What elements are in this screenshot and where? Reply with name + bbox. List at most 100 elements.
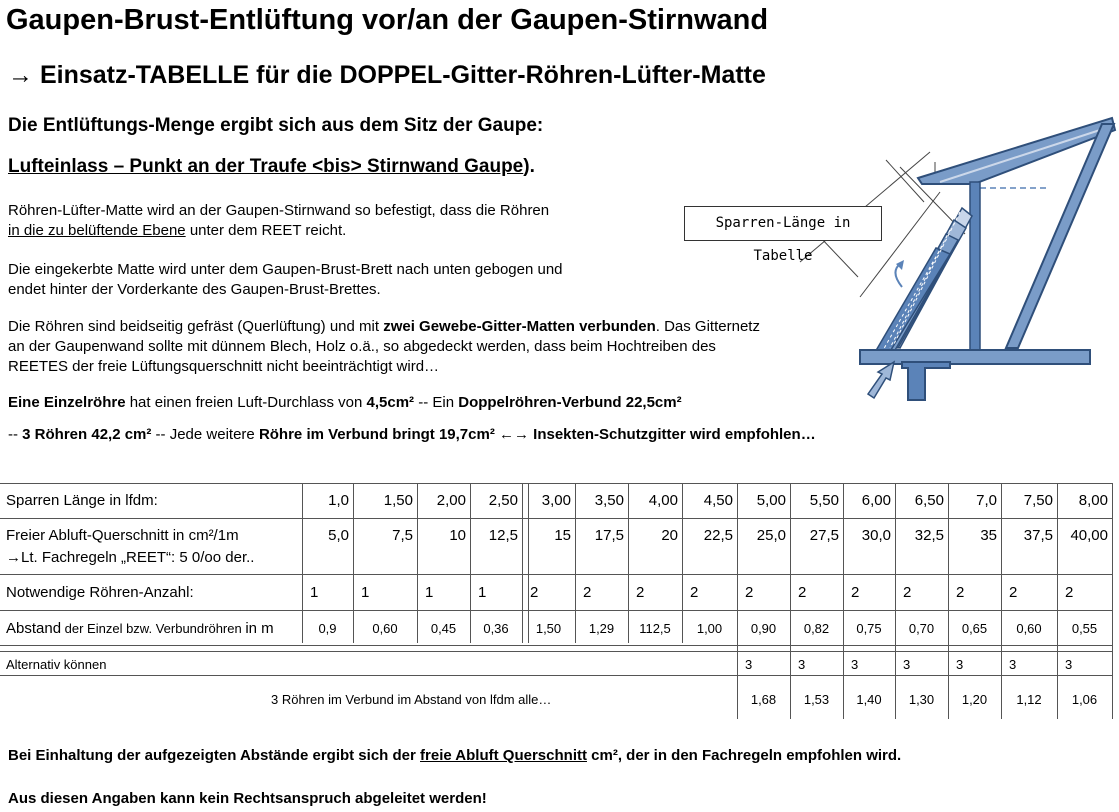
tube-count-cell: 1: [361, 584, 370, 601]
paragraph-5-c: -- Jede weitere: [151, 426, 259, 443]
cross-section-cell: 35: [980, 527, 997, 544]
tube-count-cell: 2: [530, 584, 539, 601]
three-tube-spacing-cell: 1,53: [803, 692, 830, 707]
air-inlet-heading-tail: ).: [523, 156, 535, 177]
extra-tube-value: Röhre im Verbund bringt 19,7cm²: [258, 426, 495, 443]
cross-section-cell: 20: [661, 527, 678, 544]
alternative-tube-cell: 3: [1009, 657, 1017, 672]
spacing-cell: 0,36: [483, 621, 509, 636]
tube-count-cell: 2: [851, 584, 860, 601]
paragraph-1-underlined: in die zu belüftende Ebene: [8, 222, 186, 239]
row-alternative-label: Alternativ können: [6, 657, 107, 672]
row-three-tube-spacing-label: 3 Röhren im Verbund im Abstand von lfdm …: [271, 692, 552, 707]
tube-count-cell: 2: [636, 584, 645, 601]
lower-board: [901, 361, 951, 401]
spacing-cell: 1,29: [588, 621, 615, 636]
cross-section-cell: 5,0: [328, 527, 349, 544]
tube-count-cell: 1: [478, 584, 487, 601]
tube-count-cell: 2: [1065, 584, 1074, 601]
row-spacing-label: Abstand der Einzel bzw. Verbundröhren in…: [6, 620, 274, 637]
alternative-tube-cell: 3: [851, 657, 859, 672]
tube-count-cell: 2: [903, 584, 912, 601]
rafter-length-cell: 6,50: [914, 492, 944, 509]
single-tube-value: 4,5cm²: [366, 394, 415, 411]
cross-section-cell: 37,5: [1023, 527, 1053, 544]
tube-count-cell: 2: [956, 584, 965, 601]
three-tube-value: 3 Röhren 42,2 cm²: [22, 426, 152, 443]
row-cross-section-label-1: Freier Abluft-Querschnitt in cm²/1m: [6, 527, 239, 544]
row-tube-count-label: Notwendige Röhren-Anzahl:: [6, 584, 194, 601]
cross-section-cell: 10: [449, 527, 466, 544]
cross-section-cell: 17,5: [594, 527, 624, 544]
paragraph-1-line-2: in die zu belüftende Ebene unter dem REE…: [8, 221, 549, 241]
page-title: Gaupen-Brust-Entlüftung vor/an der Gaupe…: [6, 4, 769, 36]
paragraph-5-a: --: [8, 426, 23, 443]
paragraph-4-d: -- Ein: [414, 394, 459, 411]
alternative-tube-cell: 3: [1065, 657, 1073, 672]
rafter-length-cell: 8,00: [1078, 492, 1108, 509]
paragraph-1-line-2-rest: unter dem REET reicht.: [185, 222, 347, 239]
three-tube-spacing-cell: 1,30: [908, 692, 935, 707]
spacing-cell: 1,00: [696, 621, 723, 636]
rafter-length-cell: 6,00: [861, 492, 891, 509]
brust-board: [859, 349, 1091, 365]
paragraph-2: Die eingekerbte Matte wird unter dem Gau…: [8, 260, 563, 300]
rafter-length-cell: 5,00: [756, 492, 786, 509]
insect-screen-note: ←→ Insekten-Schutzgitter wird empfohlen…: [494, 426, 816, 443]
page-subtitle: → Einsatz-TABELLE für die DOPPEL-Gitter-…: [8, 61, 766, 89]
spacing-cell: 1,50: [535, 621, 562, 636]
rafter-length-cell: 2,00: [436, 492, 466, 509]
paragraph-2-line-1: Die eingekerbte Matte wird unter dem Gau…: [8, 261, 563, 278]
paragraph-3-line-1-a: Die Röhren sind beidseitig gefräst (Quer…: [8, 318, 384, 335]
usage-table: Sparren Länge in lfdm: Freier Abluft-Que…: [0, 483, 1119, 719]
cross-section-cell: 32,5: [914, 527, 944, 544]
paragraph-5: -- 3 Röhren 42,2 cm² -- Jede weitere Röh…: [8, 426, 816, 443]
cross-section-cell: 40,00: [1070, 527, 1108, 544]
paragraph-3-line-1-c: . Das Gitternetz: [655, 318, 760, 335]
three-tube-spacing-cell: 1,40: [856, 692, 882, 707]
single-tube-label: Eine Einzelröhre: [8, 394, 126, 411]
three-tube-spacing-cell: 1,06: [1071, 692, 1098, 707]
cross-section-cell: 15: [554, 527, 571, 544]
footer-note-c: cm², der in den Fachregeln empfohlen wir…: [586, 747, 902, 764]
rafter-length-cell: 3,00: [541, 492, 571, 509]
tube-mat-layers: [872, 206, 973, 359]
tube-count-cell: 1: [425, 584, 434, 601]
tube-count-cell: 2: [583, 584, 592, 601]
spacing-cell: 0,60: [372, 621, 398, 636]
paragraph-1: Röhren-Lüfter-Matte wird an der Gaupen-S…: [8, 201, 549, 241]
section-heading: Die Entlüftungs-Menge ergibt sich aus de…: [8, 115, 544, 136]
dormer-diagram: [799, 116, 1117, 401]
spacing-cell: 0,55: [1071, 621, 1098, 636]
rafter-length-cell: 5,50: [809, 492, 839, 509]
three-tube-spacing-cell: 1,12: [1016, 692, 1042, 707]
tube-count-cell: 2: [745, 584, 754, 601]
tube-count-cell: 2: [690, 584, 699, 601]
spacing-cell: 0,90: [750, 621, 777, 636]
dormer-roof: [916, 116, 1117, 185]
paragraph-3-line-2: an der Gaupenwand sollte mit dünnem Blec…: [8, 338, 716, 355]
paragraph-4: Eine Einzelröhre hat einen freien Luft-D…: [8, 394, 682, 411]
air-inlet-arrow-icon: [866, 360, 896, 400]
double-tube-value: Doppelröhren-Verbund 22,5cm²: [458, 394, 682, 411]
alternative-tube-cell: 3: [745, 657, 753, 672]
footer-note-a: Bei Einhaltung der aufgezeigten Abstände…: [8, 747, 421, 764]
paragraph-4-b: hat einen freien Luft-Durchlass von: [125, 394, 367, 411]
three-tube-spacing-cell: 1,68: [750, 692, 777, 707]
rafter-length-cell: 4,00: [648, 492, 678, 509]
spacing-cell: 0,75: [856, 621, 882, 636]
rafter-length-cell: 4,50: [703, 492, 733, 509]
row-spacing-label-b: der Einzel bzw. Verbundröhren: [61, 621, 246, 636]
air-inlet-heading: Lufteinlass – Punkt an der Traufe <bis> …: [8, 156, 535, 178]
paragraph-3-line-1: Die Röhren sind beidseitig gefräst (Quer…: [8, 317, 760, 337]
alternative-tube-cell: 3: [903, 657, 911, 672]
rafter-length-cell: 1,50: [383, 492, 413, 509]
spacing-cell: 0,9: [318, 621, 337, 636]
footer-note: Bei Einhaltung der aufgezeigten Abstände…: [8, 747, 901, 764]
row-cross-section-label-2: →Lt. Fachregeln „REET“: 5 0/oo der..: [6, 549, 255, 566]
tube-mat-dashes: [881, 211, 961, 353]
footer-note-underlined: freie Abluft Querschnitt: [420, 747, 587, 764]
rafter-length-cell: 2,50: [488, 492, 518, 509]
tube-count-cell: 2: [1009, 584, 1018, 601]
spacing-cell: 0,82: [803, 621, 830, 636]
